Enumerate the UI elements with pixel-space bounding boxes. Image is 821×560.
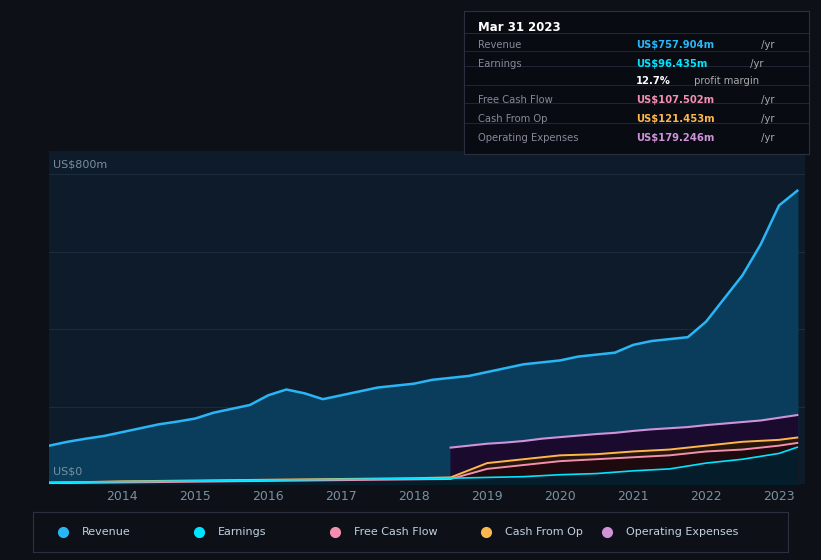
Text: profit margin: profit margin [691,76,759,86]
Text: Operating Expenses: Operating Expenses [478,133,578,143]
Text: US$121.453m: US$121.453m [636,114,715,124]
Text: US$800m: US$800m [53,160,108,170]
Text: US$107.502m: US$107.502m [636,95,714,105]
Text: US$0: US$0 [53,466,82,476]
Text: US$179.246m: US$179.246m [636,133,714,143]
Text: /yr: /yr [758,95,774,105]
Text: US$96.435m: US$96.435m [636,59,708,69]
Text: Free Cash Flow: Free Cash Flow [354,527,438,537]
Text: /yr: /yr [758,40,774,50]
Text: Free Cash Flow: Free Cash Flow [478,95,553,105]
Text: /yr: /yr [746,59,763,69]
Text: Earnings: Earnings [478,59,521,69]
Text: Mar 31 2023: Mar 31 2023 [478,21,560,34]
Text: US$757.904m: US$757.904m [636,40,714,50]
Text: Earnings: Earnings [218,527,266,537]
Text: Cash From Op: Cash From Op [478,114,547,124]
Text: Operating Expenses: Operating Expenses [626,527,738,537]
Text: 12.7%: 12.7% [636,76,671,86]
Text: Revenue: Revenue [478,40,521,50]
Text: /yr: /yr [758,133,774,143]
Text: /yr: /yr [758,114,774,124]
Text: Revenue: Revenue [82,527,131,537]
Text: Cash From Op: Cash From Op [505,527,583,537]
